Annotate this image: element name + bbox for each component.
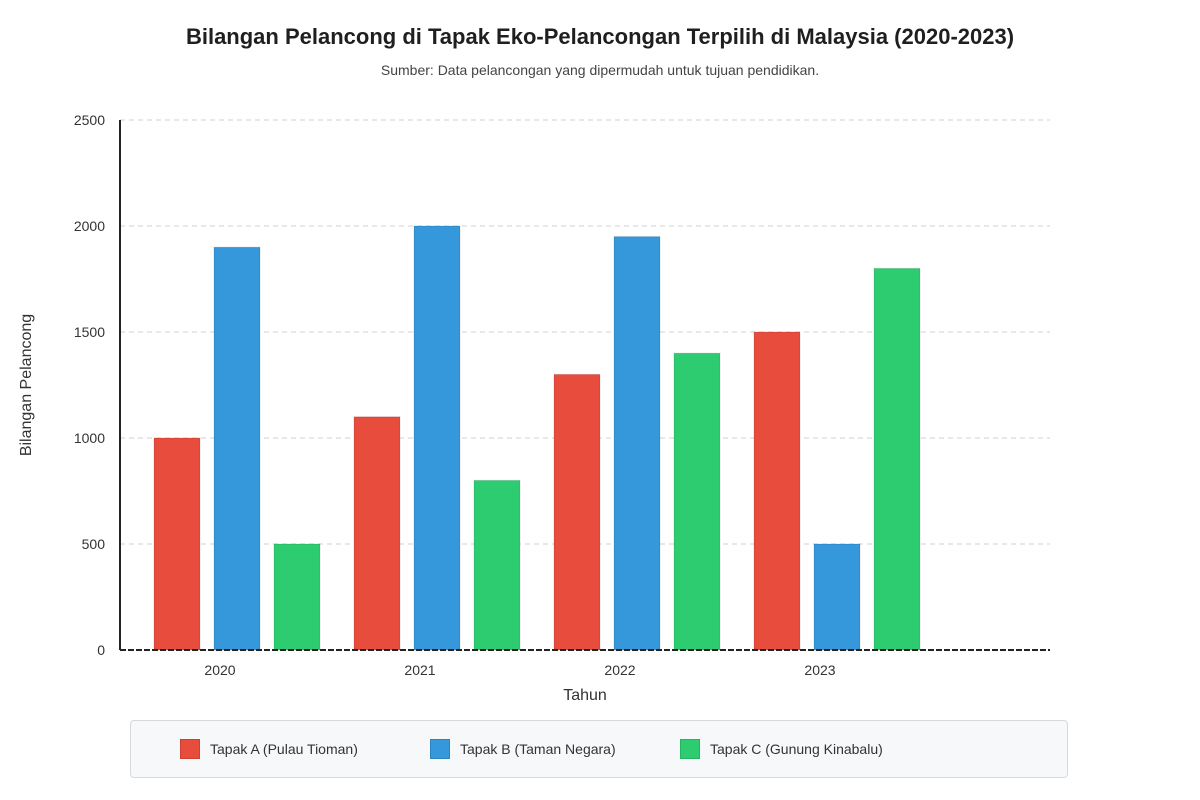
legend-item-tapak-c: Tapak C (Gunung Kinabalu) [680,738,883,760]
bar-2021-series-1 [353,416,401,651]
x-tick-label: 2021 [404,662,435,678]
y-axis-title: Bilangan Pelancong [18,314,35,456]
y-tick-label: 1000 [74,430,105,446]
x-tick-label: 2022 [604,662,635,678]
bar-2020-series-1 [153,437,201,651]
x-tick-label: 2023 [804,662,835,678]
bar-2023-series-2 [813,543,861,651]
chart-title: Bilangan Pelancong di Tapak Eko-Pelancon… [185,24,1015,49]
legend-label-tapak-b: Tapak B (Taman Negara) [460,741,616,757]
bar-2023-series-3 [873,267,921,651]
axes [119,120,1050,651]
y-tick-label: 0 [97,642,105,658]
legend-item-tapak-b: Tapak B (Taman Negara) [430,738,616,760]
bar-2022-series-3 [673,352,721,651]
bar-2020-series-3 [273,543,321,651]
y-tick-label: 500 [82,536,106,552]
tick-labels: 0 500 1000 1500 2000 2500 2020 2021 2022 2023 [74,112,836,678]
y-tick-label: 1500 [74,324,105,340]
bar-2022-series-2 [613,236,661,651]
bar-2021-series-3 [473,479,521,651]
x-axis-title: Tahun [563,687,607,704]
legend-label-tapak-a: Tapak A (Pulau Tioman) [210,741,358,757]
bars [153,225,921,651]
y-tick-label: 2500 [74,112,105,128]
bar-2023-series-1 [753,331,801,651]
legend-item-tapak-a: Tapak A (Pulau Tioman) [180,738,358,760]
x-tick-label: 2020 [204,662,235,678]
bar-chart: 0 500 1000 1500 2000 2500 2020 2021 2022 2023 Tah… [18,112,1050,704]
legend-swatch-tapak-c [680,739,700,759]
chart-subtitle: Sumber: Data pelancongan yang dipermudah… [380,62,820,78]
chart-legend: Tapak A (Pulau Tioman) Tapak B (Taman Ne… [130,720,1068,778]
bar-2021-series-2 [413,225,461,651]
legend-swatch-tapak-a [180,739,200,759]
legend-label-tapak-c: Tapak C (Gunung Kinabalu) [710,741,883,757]
bar-2022-series-1 [553,373,601,651]
bar-2020-series-2 [213,246,261,651]
y-tick-label: 2000 [74,218,105,234]
legend-swatch-tapak-b [430,739,450,759]
